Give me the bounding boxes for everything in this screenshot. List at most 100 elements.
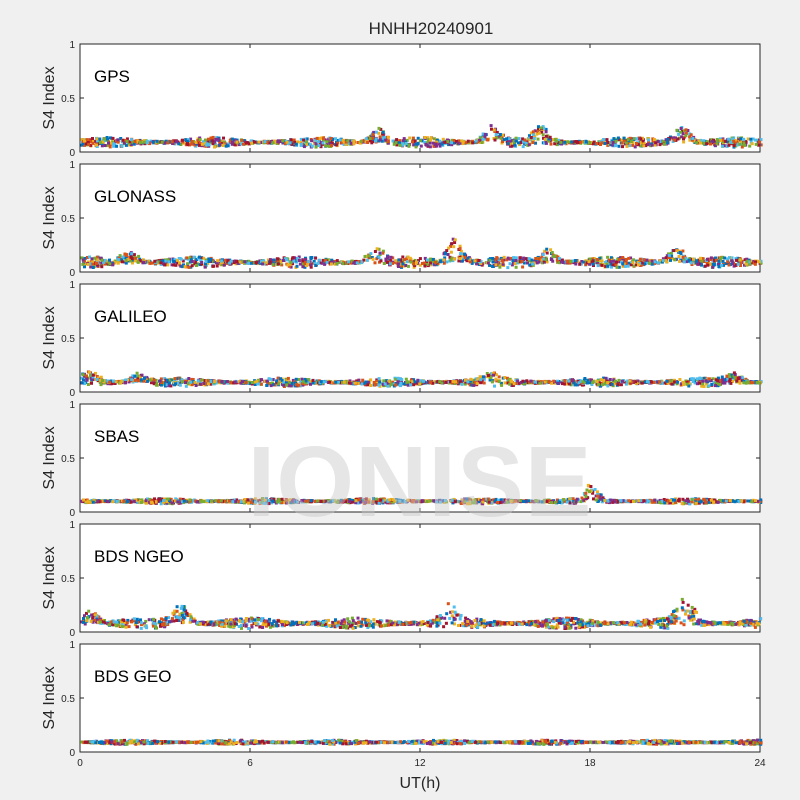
data-point [359, 139, 363, 143]
data-point [590, 257, 594, 261]
data-point [468, 260, 472, 264]
data-point [398, 139, 402, 143]
data-point [314, 142, 318, 146]
data-point [611, 259, 615, 263]
data-point [280, 263, 284, 267]
data-point [498, 263, 502, 267]
data-point [673, 258, 677, 262]
data-point [193, 262, 197, 266]
data-point [753, 262, 757, 266]
data-point [614, 379, 617, 383]
data-point [123, 381, 127, 385]
data-point [249, 382, 253, 386]
data-point [740, 376, 744, 380]
data-point [746, 380, 750, 384]
data-point [94, 371, 97, 375]
data-point [606, 141, 610, 144]
data-point [628, 379, 632, 383]
y-tick-label: 1 [69, 40, 75, 51]
data-point [688, 138, 692, 142]
data-point [671, 501, 675, 505]
data-point [206, 139, 209, 143]
data-point [216, 137, 220, 141]
data-point [616, 380, 620, 384]
data-point [120, 260, 124, 264]
data-point [219, 143, 223, 147]
data-point [582, 378, 586, 382]
data-point [537, 257, 541, 261]
data-point [453, 382, 457, 385]
data-point [198, 378, 202, 382]
data-point [294, 381, 297, 385]
data-point [106, 143, 110, 147]
data-point [316, 261, 320, 265]
data-point [401, 139, 405, 143]
data-point [260, 378, 263, 382]
data-point [658, 143, 662, 147]
data-point [394, 383, 398, 387]
data-point [379, 259, 383, 263]
data-point [451, 380, 455, 383]
data-point [629, 140, 633, 144]
data-point [695, 139, 699, 143]
data-point [290, 381, 294, 385]
data-point [309, 380, 313, 384]
data-point [391, 261, 395, 265]
data-point [682, 129, 686, 133]
data-point [221, 144, 225, 147]
data-point [521, 382, 525, 386]
data-point [252, 261, 256, 265]
data-point [435, 140, 439, 144]
data-point [268, 258, 272, 262]
data-point [300, 377, 304, 381]
data-point [263, 379, 267, 383]
y-axis-label: S4 Index [41, 66, 58, 129]
data-point [413, 258, 417, 262]
data-point [449, 250, 453, 254]
data-point [668, 256, 672, 260]
data-point [362, 258, 366, 262]
data-point [91, 139, 94, 143]
data-point [705, 142, 709, 146]
data-point [710, 262, 714, 266]
data-point [471, 259, 474, 263]
data-point [669, 258, 672, 262]
data-point [83, 382, 87, 386]
data-point [86, 260, 90, 264]
data-point [334, 380, 338, 384]
data-point [168, 379, 172, 383]
data-point [627, 261, 631, 265]
data-point [759, 261, 763, 265]
data-point [418, 382, 422, 386]
data-point [450, 138, 454, 142]
data-point [630, 380, 634, 384]
data-point [742, 141, 746, 145]
data-point [727, 263, 731, 267]
data-point [758, 140, 762, 144]
data-point [551, 259, 555, 263]
data-point [164, 381, 168, 385]
data-point [178, 383, 182, 387]
data-point [370, 256, 374, 259]
data-point [550, 381, 553, 385]
data-point [209, 136, 213, 140]
data-point [719, 259, 723, 263]
data-point [543, 249, 547, 253]
data-point [352, 142, 356, 146]
data-point [425, 141, 429, 145]
data-point [229, 259, 233, 263]
data-point [609, 262, 613, 266]
data-point [525, 257, 528, 261]
data-point [495, 130, 499, 134]
data-point [416, 136, 420, 140]
data-point [132, 258, 136, 262]
data-point [191, 380, 195, 384]
data-point [137, 254, 141, 258]
data-point [200, 261, 204, 264]
data-point [632, 264, 636, 268]
data-point [531, 141, 535, 144]
data-point [237, 143, 241, 147]
data-point [374, 137, 378, 141]
data-point [397, 265, 400, 268]
